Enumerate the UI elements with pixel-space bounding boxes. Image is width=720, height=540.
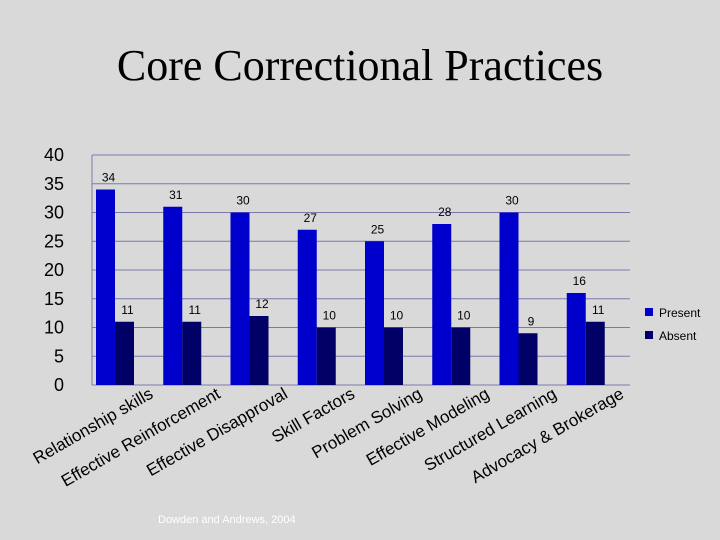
bar-present bbox=[499, 212, 519, 385]
data-label: 9 bbox=[528, 314, 535, 328]
bar-absent bbox=[249, 316, 269, 385]
data-label: 30 bbox=[505, 194, 519, 208]
bar-present bbox=[163, 206, 183, 385]
y-axis-ticks: 0 5 10 15 20 25 30 35 40 bbox=[44, 145, 64, 395]
data-label: 11 bbox=[121, 303, 134, 317]
data-label: 27 bbox=[304, 211, 318, 225]
legend-label-absent: Absent bbox=[659, 329, 697, 343]
legend-swatch-absent bbox=[645, 331, 653, 339]
bar-absent bbox=[518, 333, 538, 385]
data-labels: 34 31 30 27 25 28 30 16 11 11 12 10 10 10 9 11 bbox=[102, 171, 605, 329]
bars bbox=[96, 189, 605, 385]
data-label: 34 bbox=[102, 171, 116, 185]
y-tick-label: 5 bbox=[54, 346, 64, 366]
y-tick-label: 20 bbox=[44, 260, 64, 280]
data-label: 10 bbox=[323, 309, 337, 323]
data-label: 28 bbox=[438, 205, 452, 219]
y-tick-label: 0 bbox=[54, 375, 64, 395]
bar-present bbox=[432, 224, 452, 385]
data-label: 11 bbox=[189, 303, 202, 317]
bar-absent bbox=[451, 327, 471, 385]
bar-present bbox=[230, 212, 250, 385]
slide-title: Core Correctional Practices bbox=[116, 41, 604, 90]
data-label: 30 bbox=[236, 194, 250, 208]
data-label: 25 bbox=[371, 222, 385, 236]
bar-absent bbox=[115, 321, 134, 385]
source-citation: Dowden and Andrews, 2004 bbox=[158, 514, 296, 526]
legend-swatch-present bbox=[645, 308, 653, 316]
y-tick-label: 10 bbox=[44, 318, 64, 338]
bar-present bbox=[96, 189, 115, 385]
y-tick-label: 25 bbox=[44, 231, 64, 251]
y-tick-label: 30 bbox=[44, 203, 64, 223]
legend: Present Absent bbox=[645, 306, 701, 343]
bar-absent bbox=[182, 321, 202, 385]
data-label: 16 bbox=[573, 274, 587, 288]
data-label: 12 bbox=[255, 297, 269, 311]
bar-absent bbox=[316, 327, 336, 385]
legend-label-present: Present bbox=[659, 306, 701, 320]
data-label: 10 bbox=[390, 309, 404, 323]
y-tick-label: 15 bbox=[44, 289, 64, 309]
y-tick-label: 40 bbox=[44, 145, 64, 165]
bar-present bbox=[297, 229, 317, 385]
y-tick-label: 35 bbox=[44, 174, 64, 194]
bar-absent bbox=[384, 327, 403, 385]
bar-present bbox=[566, 293, 586, 385]
data-label: 31 bbox=[169, 188, 183, 202]
data-label: 11 bbox=[592, 303, 605, 317]
bar-present bbox=[365, 241, 384, 385]
data-label: 10 bbox=[457, 309, 471, 323]
bar-absent bbox=[585, 321, 605, 385]
